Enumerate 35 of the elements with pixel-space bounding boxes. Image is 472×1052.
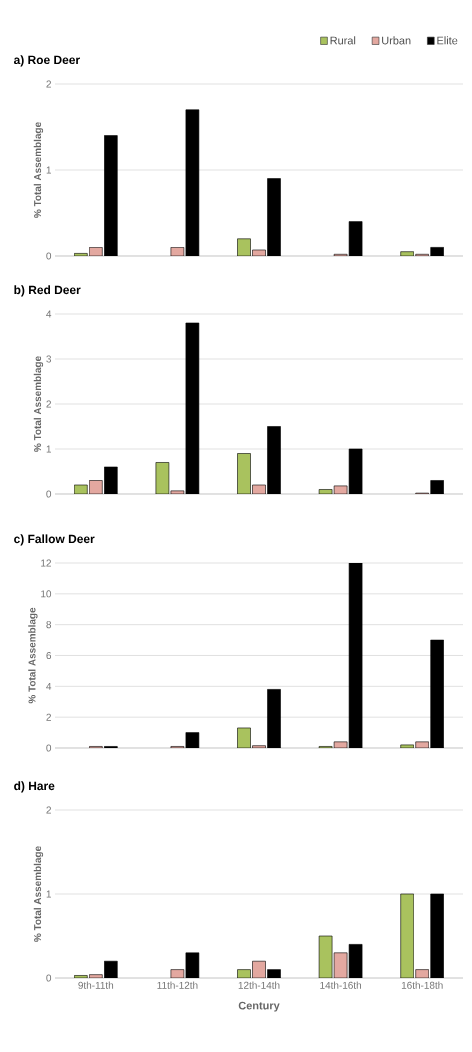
y-tick-label: 8 (46, 621, 52, 629)
chart-title: b) Red Deer (14, 285, 81, 297)
y-tick-label: 2 (46, 400, 51, 408)
chart-title: a) Roe Deer (13, 55, 80, 67)
y-tick-label: 0 (46, 744, 52, 752)
x-tick-label: 14th-16th (320, 981, 361, 989)
y-tick-label: 10 (41, 590, 52, 598)
y-axis-title: % Total Assemblage (28, 607, 38, 704)
y-tick-label: 12 (41, 559, 51, 567)
x-tick-label: 9th-11th (78, 981, 114, 989)
y-tick-label: 2 (46, 713, 51, 721)
legend-label: Rural (330, 36, 356, 45)
y-tick-label: 1 (46, 445, 51, 453)
y-axis-title: % Total Assemblage (33, 122, 44, 218)
y-tick-label: 0 (46, 490, 52, 498)
y-axis-title: % Total Assemblage (33, 356, 44, 452)
chart-title: c) Fallow Deer (14, 534, 95, 546)
y-tick-label: 2 (46, 80, 51, 88)
y-tick-label: 0 (46, 974, 52, 982)
y-tick-label: 1 (46, 890, 51, 898)
y-tick-label: 4 (46, 310, 52, 318)
y-tick-label: 0 (46, 252, 52, 260)
y-axis-title: % Total Assemblage (33, 846, 44, 942)
x-axis-title: Century (238, 1001, 280, 1012)
x-tick-label: 12th-14th (238, 981, 280, 989)
y-tick-label: 2 (46, 806, 51, 814)
y-tick-label: 4 (46, 682, 52, 690)
x-tick-label: 11th-12th (157, 981, 198, 989)
x-tick-label: 16th-18th (401, 981, 443, 989)
y-tick-label: 6 (46, 651, 52, 660)
y-tick-label: 3 (46, 355, 52, 363)
chart-title: d) Hare (14, 781, 55, 793)
y-tick-label: 1 (46, 166, 51, 174)
legend-label: Urban (382, 36, 411, 45)
legend-label: Elite (437, 36, 458, 45)
